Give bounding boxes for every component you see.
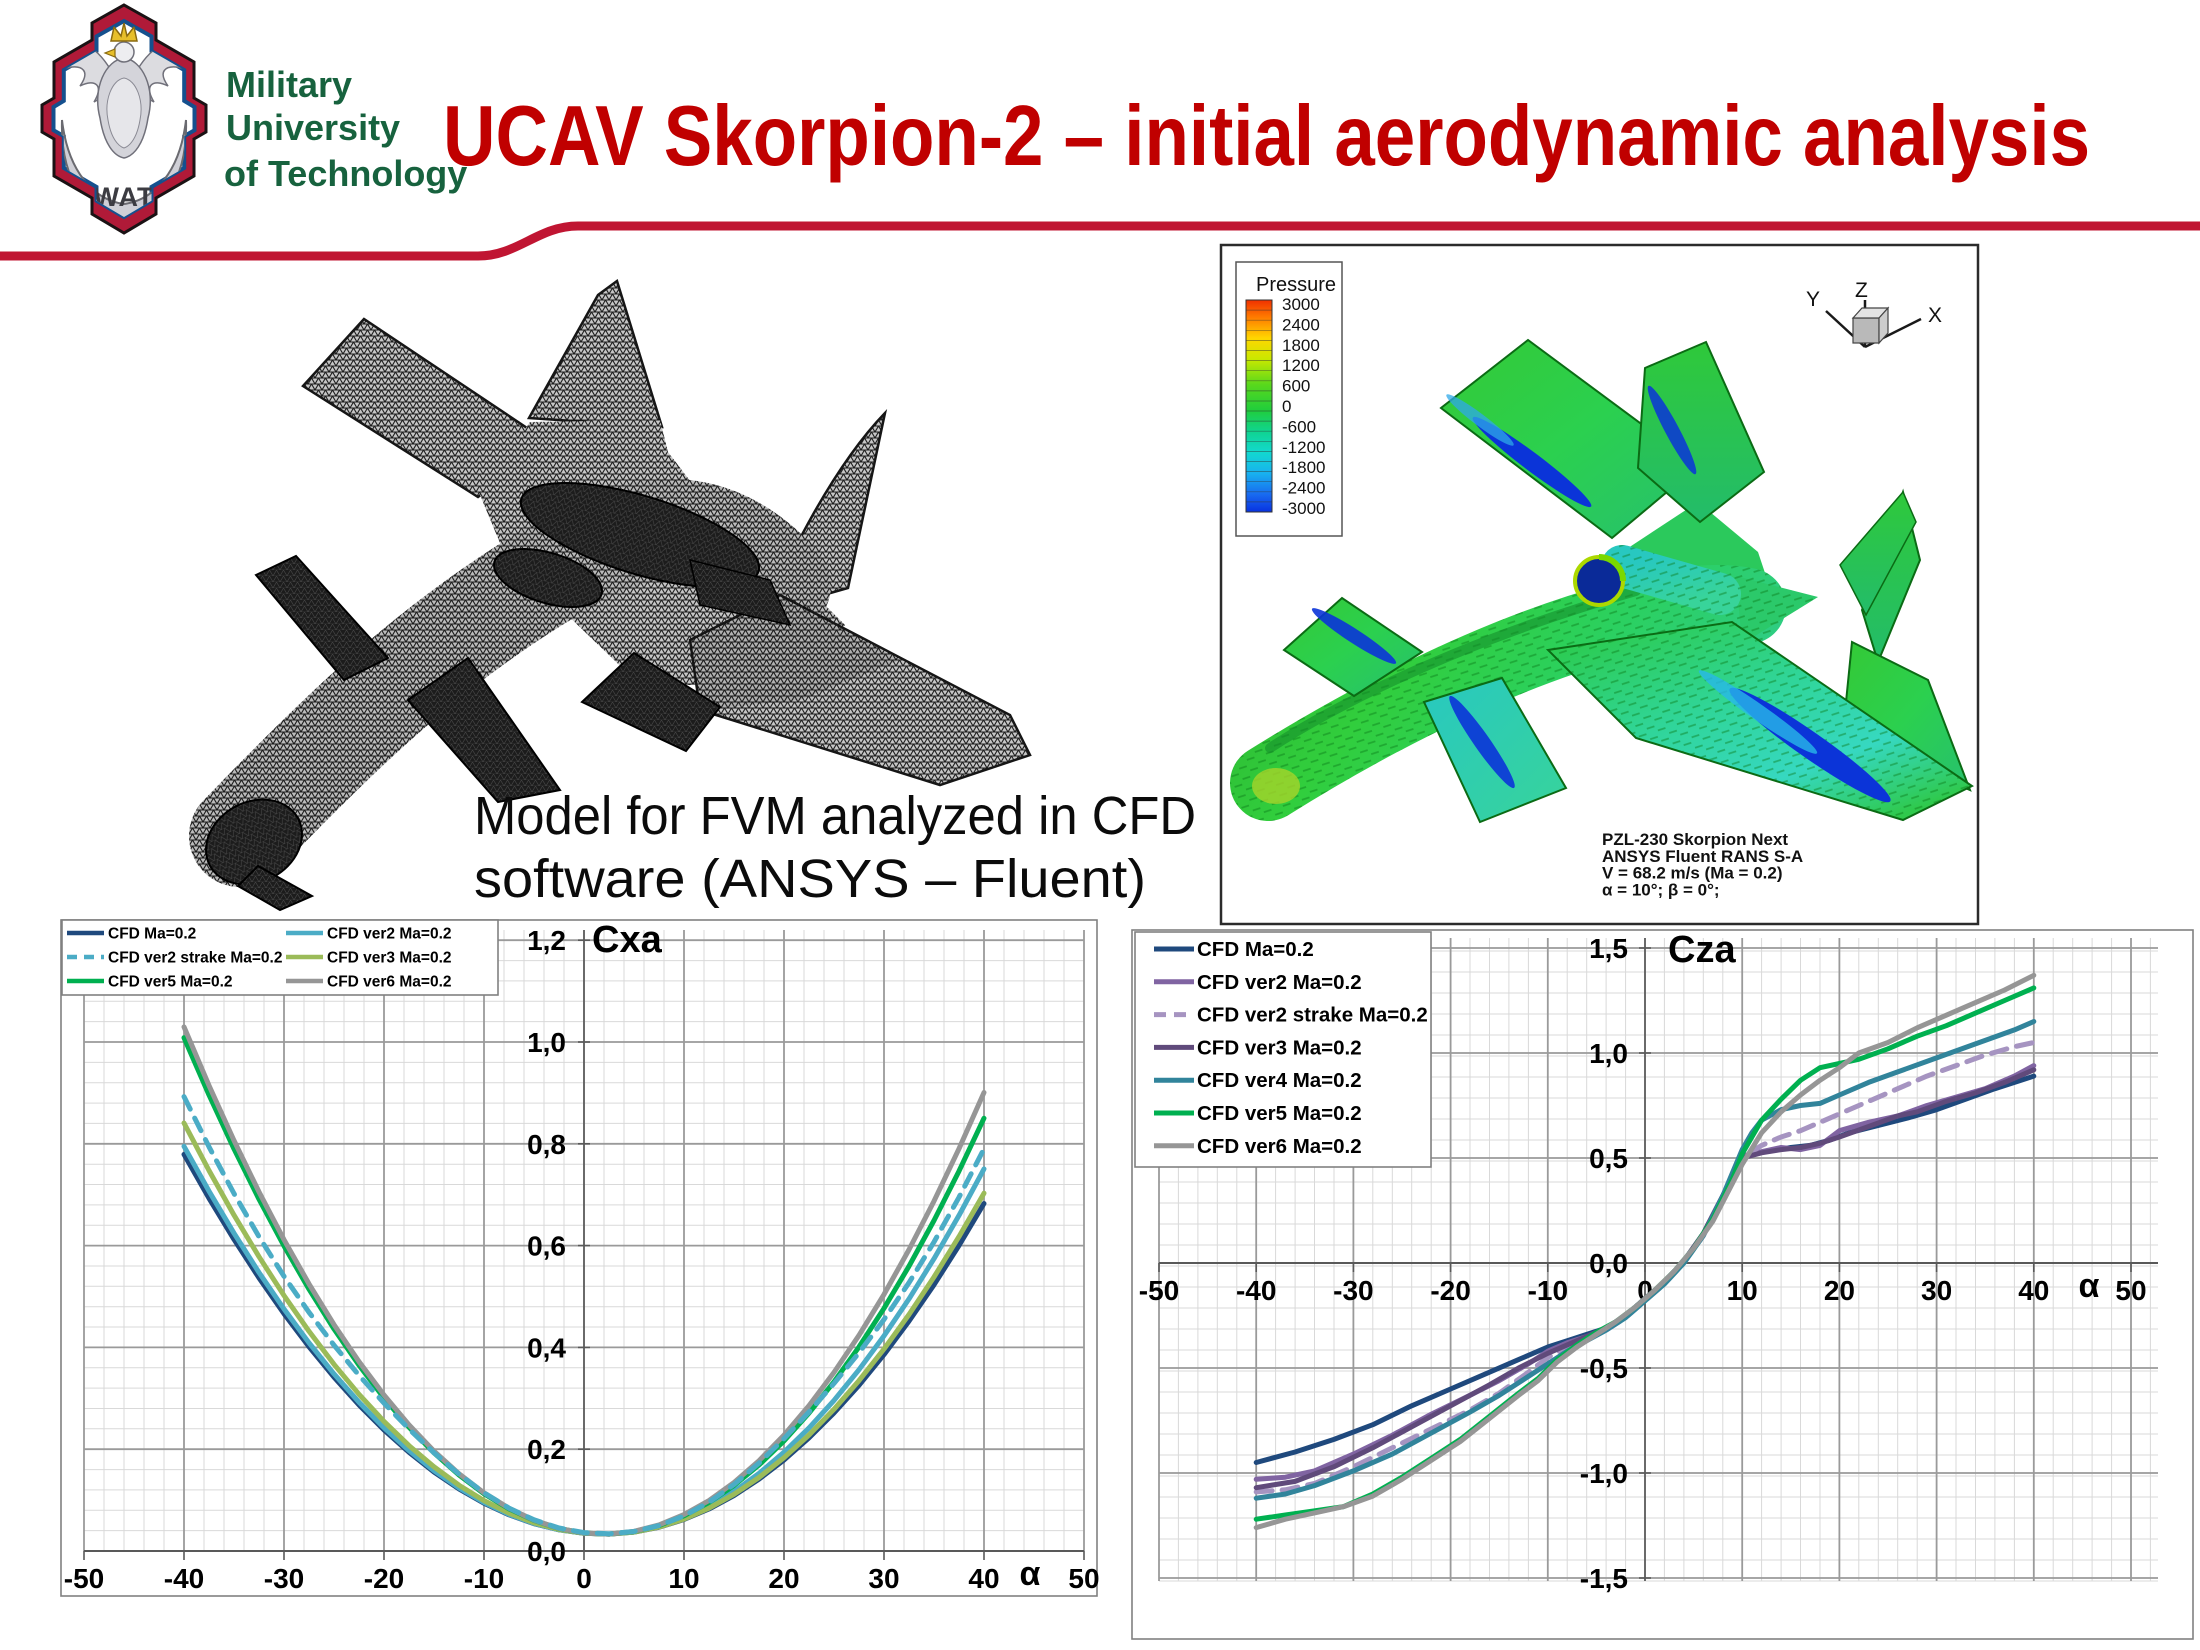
svg-text:1200: 1200: [1282, 356, 1320, 375]
svg-text:40: 40: [2018, 1275, 2049, 1306]
svg-text:-0,5: -0,5: [1580, 1353, 1628, 1384]
svg-text:α: α: [1020, 1555, 1041, 1593]
svg-text:10: 10: [668, 1563, 699, 1594]
svg-text:CFD ver2 strake Ma=0.2: CFD ver2 strake Ma=0.2: [1197, 1004, 1428, 1027]
svg-text:-600: -600: [1282, 417, 1316, 436]
svg-text:0,4: 0,4: [527, 1332, 566, 1363]
svg-text:-2400: -2400: [1282, 479, 1325, 498]
svg-text:PZL-230 Skorpion Next: PZL-230 Skorpion Next: [1602, 830, 1788, 849]
svg-text:CFD ver6 Ma=0.2: CFD ver6 Ma=0.2: [1197, 1135, 1362, 1158]
svg-text:1800: 1800: [1282, 336, 1320, 355]
svg-text:-10: -10: [1528, 1275, 1568, 1306]
svg-text:UCAV Skorpion-2 – initial aero: UCAV Skorpion-2 – initial aerodynamic an…: [443, 89, 2090, 184]
svg-text:2400: 2400: [1282, 315, 1320, 334]
svg-text:30: 30: [1921, 1275, 1952, 1306]
svg-text:CFD ver6 Ma=0.2: CFD ver6 Ma=0.2: [327, 974, 452, 991]
svg-text:Cza: Cza: [1668, 929, 1736, 971]
svg-text:CFD ver3 Ma=0.2: CFD ver3 Ma=0.2: [327, 950, 452, 967]
svg-text:20: 20: [768, 1563, 799, 1594]
svg-text:-50: -50: [1139, 1275, 1179, 1306]
svg-text:3000: 3000: [1282, 295, 1320, 314]
svg-text:1,0: 1,0: [1589, 1038, 1628, 1069]
svg-text:-30: -30: [1333, 1275, 1373, 1306]
svg-text:30: 30: [868, 1563, 899, 1594]
svg-text:Model for FVM analyzed in CFD: Model for FVM analyzed in CFD: [474, 786, 1196, 846]
svg-text:0,6: 0,6: [527, 1231, 566, 1262]
svg-text:10: 10: [1727, 1275, 1758, 1306]
svg-text:40: 40: [968, 1563, 999, 1594]
svg-text:-30: -30: [264, 1563, 304, 1594]
svg-text:-10: -10: [464, 1563, 504, 1594]
svg-text:Military: Military: [226, 64, 352, 105]
svg-text:CFD ver5 Ma=0.2: CFD ver5 Ma=0.2: [108, 974, 233, 991]
svg-text:CFD ver3 Ma=0.2: CFD ver3 Ma=0.2: [1197, 1036, 1362, 1059]
svg-text:CFD ver2 strake Ma=0.2: CFD ver2 strake Ma=0.2: [108, 950, 282, 967]
svg-text:-50: -50: [64, 1563, 104, 1594]
svg-text:V = 68.2 m/s (Ma = 0.2): V = 68.2 m/s (Ma = 0.2): [1602, 864, 1782, 883]
svg-text:-3000: -3000: [1282, 499, 1325, 518]
svg-text:0: 0: [1282, 397, 1291, 416]
svg-text:-1200: -1200: [1282, 438, 1325, 457]
svg-text:0: 0: [576, 1563, 592, 1594]
svg-text:-20: -20: [1430, 1275, 1470, 1306]
svg-text:Pressure: Pressure: [1256, 274, 1336, 296]
svg-text:1,0: 1,0: [527, 1027, 566, 1058]
svg-text:CFD Ma=0.2: CFD Ma=0.2: [1197, 938, 1314, 961]
svg-text:0,8: 0,8: [527, 1129, 566, 1160]
svg-text:Z: Z: [1855, 279, 1868, 302]
svg-text:of Technology: of Technology: [224, 153, 467, 194]
svg-text:ANSYS Fluent RANS S-A: ANSYS Fluent RANS S-A: [1602, 847, 1803, 866]
svg-text:CFD ver5 Ma=0.2: CFD ver5 Ma=0.2: [1197, 1102, 1362, 1125]
svg-text:50: 50: [2115, 1275, 2146, 1306]
svg-text:Y: Y: [1806, 288, 1820, 311]
svg-text:α = 10°; β = 0°;: α = 10°; β = 0°;: [1602, 880, 1720, 899]
svg-text:0,2: 0,2: [527, 1434, 566, 1465]
svg-text:-1,5: -1,5: [1580, 1563, 1628, 1594]
svg-text:-1800: -1800: [1282, 458, 1325, 477]
svg-text:University: University: [226, 107, 400, 148]
svg-text:1,2: 1,2: [527, 925, 566, 956]
svg-text:α: α: [2079, 1267, 2100, 1305]
svg-text:0,5: 0,5: [1589, 1143, 1628, 1174]
svg-text:software (ANSYS – Fluent): software (ANSYS – Fluent): [474, 849, 1146, 909]
svg-text:-1,0: -1,0: [1580, 1458, 1628, 1489]
svg-text:50: 50: [1068, 1563, 1099, 1594]
svg-text:600: 600: [1282, 377, 1310, 396]
svg-text:20: 20: [1824, 1275, 1855, 1306]
svg-text:-40: -40: [1236, 1275, 1276, 1306]
svg-text:Cxa: Cxa: [592, 919, 663, 961]
svg-text:X: X: [1928, 304, 1942, 327]
svg-text:CFD ver4 Ma=0.2: CFD ver4 Ma=0.2: [1197, 1069, 1362, 1092]
svg-text:-20: -20: [364, 1563, 404, 1594]
svg-text:0,0: 0,0: [527, 1536, 566, 1567]
svg-text:0,0: 0,0: [1589, 1248, 1628, 1279]
svg-text:CFD ver2 Ma=0.2: CFD ver2 Ma=0.2: [1197, 971, 1362, 994]
svg-text:-40: -40: [164, 1563, 204, 1594]
svg-text:1,5: 1,5: [1589, 933, 1628, 964]
svg-text:CFD Ma=0.2: CFD Ma=0.2: [108, 926, 196, 943]
svg-text:CFD ver2 Ma=0.2: CFD ver2 Ma=0.2: [327, 926, 452, 943]
